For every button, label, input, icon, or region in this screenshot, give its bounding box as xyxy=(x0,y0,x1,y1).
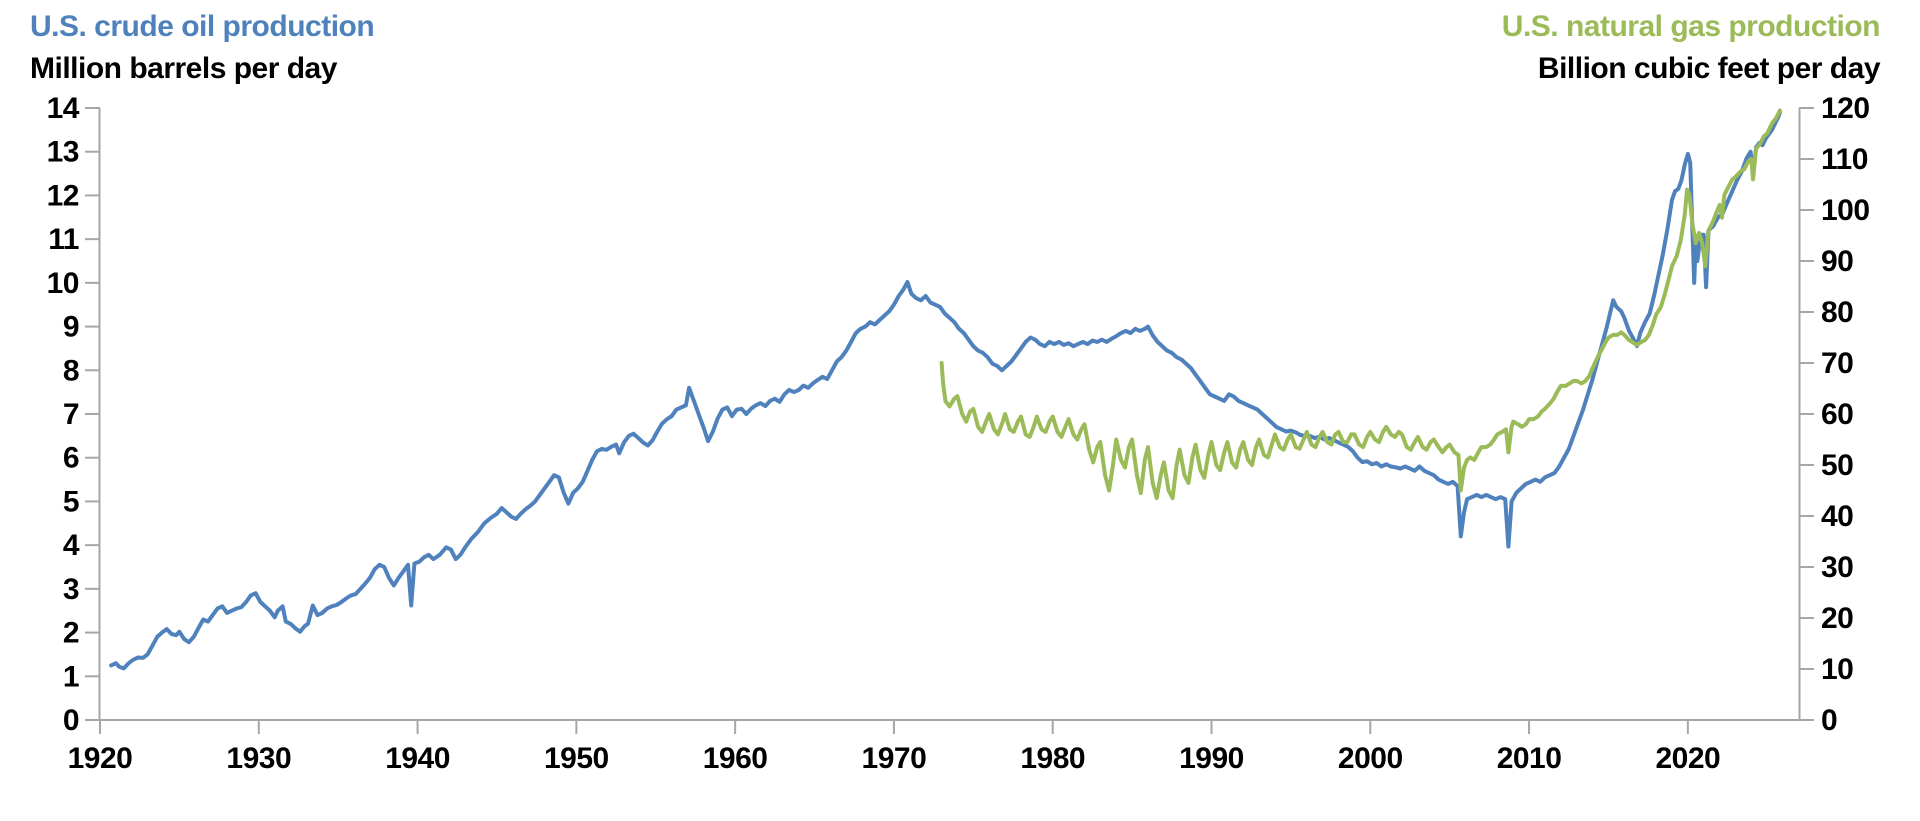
y-left-tick-label: 14 xyxy=(47,92,80,125)
x-axis-tick-label: 1980 xyxy=(1020,742,1085,775)
y-left-tick-label: 1 xyxy=(63,660,79,693)
y-right-tick-label: 90 xyxy=(1821,245,1853,278)
y-left-tick-label: 2 xyxy=(63,617,79,650)
y-right-tick-label: 30 xyxy=(1821,551,1853,584)
y-right-tick-label: 110 xyxy=(1821,143,1868,176)
y-left-tick-label: 9 xyxy=(63,311,79,344)
natural-gas-line xyxy=(939,108,1782,501)
crude-oil-series-title: U.S. crude oil production xyxy=(30,10,375,43)
x-axis-tick-label: 2010 xyxy=(1497,742,1562,775)
y-left-tick-label: 4 xyxy=(63,529,80,562)
y-right-tick-label: 50 xyxy=(1821,449,1853,482)
y-right-tick-label: 60 xyxy=(1821,398,1853,431)
y-left-tick-label: 8 xyxy=(63,354,79,387)
x-axis-tick-label: 1990 xyxy=(1179,742,1244,775)
left-axis-unit-label: Million barrels per day xyxy=(30,52,337,85)
y-right-tick-label: 70 xyxy=(1821,347,1853,380)
x-axis-tick-label: 1970 xyxy=(862,742,927,775)
y-left-tick-label: 11 xyxy=(48,223,79,256)
x-axis-tick-label: 1950 xyxy=(544,742,609,775)
x-axis-tick-label: 1960 xyxy=(703,742,768,775)
natural-gas-series-title: U.S. natural gas production xyxy=(1501,10,1881,43)
x-axis-tick-label: 2020 xyxy=(1655,742,1720,775)
y-left-tick-label: 6 xyxy=(63,442,79,475)
y-right-tick-label: 10 xyxy=(1821,653,1853,686)
y-right-tick-label: 40 xyxy=(1821,500,1853,533)
y-left-tick-label: 10 xyxy=(47,267,79,300)
y-right-tick-label: 120 xyxy=(1821,92,1870,125)
y-right-tick-label: 100 xyxy=(1821,194,1870,227)
y-left-tick-label: 12 xyxy=(47,179,79,212)
y-left-tick-label: 0 xyxy=(63,704,79,737)
right-axis-unit-label: Billion cubic feet per day xyxy=(1537,52,1881,85)
y-left-tick-label: 5 xyxy=(63,485,79,518)
y-left-tick-label: 3 xyxy=(63,573,79,606)
x-axis-tick-label: 1940 xyxy=(385,742,450,775)
crude-oil-line xyxy=(109,110,1782,671)
y-left-tick-label: 7 xyxy=(63,398,79,431)
y-left-tick-label: 13 xyxy=(47,136,79,169)
y-right-tick-label: 0 xyxy=(1821,704,1837,737)
y-right-tick-label: 20 xyxy=(1821,602,1853,635)
x-axis-tick-label: 1930 xyxy=(226,742,291,775)
x-axis-tick-label: 1920 xyxy=(68,742,133,775)
x-axis-tick-label: 2000 xyxy=(1338,742,1403,775)
y-right-tick-label: 80 xyxy=(1821,296,1853,329)
